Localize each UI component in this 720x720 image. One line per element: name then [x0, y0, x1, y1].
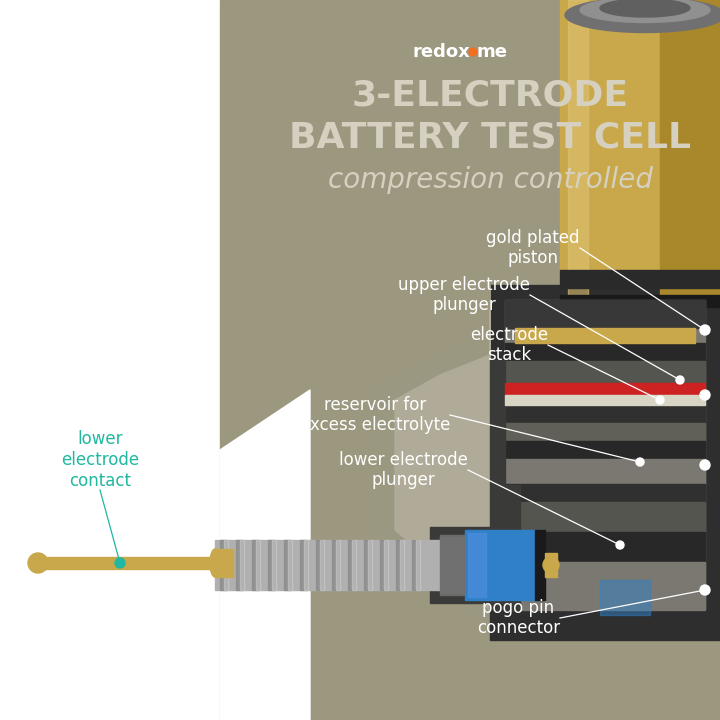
Circle shape — [636, 458, 644, 466]
Text: reservoir for
excess electrolyte: reservoir for excess electrolyte — [300, 395, 450, 434]
Circle shape — [700, 390, 710, 400]
Bar — [505, 423, 705, 441]
Bar — [220, 0, 720, 720]
Circle shape — [656, 396, 664, 404]
Text: electrode
stack: electrode stack — [470, 325, 548, 364]
Bar — [348, 540, 355, 590]
Circle shape — [616, 541, 624, 549]
Bar — [268, 540, 275, 590]
Ellipse shape — [600, 0, 690, 17]
Bar — [660, 0, 720, 300]
Bar — [490, 610, 720, 640]
Bar — [600, 580, 650, 615]
Circle shape — [115, 558, 125, 568]
Bar — [490, 360, 505, 610]
Bar — [300, 540, 307, 590]
Bar — [440, 535, 495, 595]
Bar — [515, 328, 695, 343]
Bar — [505, 532, 705, 562]
Bar — [505, 441, 705, 459]
Bar — [505, 343, 705, 361]
Bar — [505, 562, 705, 610]
Bar — [336, 540, 340, 590]
Bar — [505, 383, 705, 395]
Text: upper electrode
plunger: upper electrode plunger — [398, 276, 530, 315]
Bar — [505, 300, 705, 328]
Bar — [0, 0, 220, 720]
Bar — [416, 540, 420, 590]
Text: compression controlled: compression controlled — [328, 166, 652, 194]
Circle shape — [701, 586, 709, 594]
Circle shape — [28, 553, 48, 573]
Bar — [412, 540, 419, 590]
Circle shape — [700, 325, 710, 335]
Text: pogo pin
connector: pogo pin connector — [477, 598, 560, 637]
Bar — [256, 540, 260, 590]
Bar — [560, 0, 720, 300]
Bar — [240, 540, 244, 590]
Bar — [440, 537, 465, 593]
Text: me: me — [477, 43, 508, 61]
Circle shape — [469, 48, 477, 56]
Text: BATTERY TEST CELL: BATTERY TEST CELL — [289, 121, 691, 155]
Bar — [236, 540, 243, 590]
Circle shape — [701, 326, 709, 334]
Bar — [505, 485, 520, 610]
Polygon shape — [395, 310, 490, 610]
Bar — [430, 527, 500, 603]
Bar — [252, 540, 259, 590]
Bar — [568, 0, 588, 300]
Bar — [272, 540, 276, 590]
Bar — [505, 459, 705, 484]
Circle shape — [700, 585, 710, 595]
Bar — [505, 395, 705, 405]
Polygon shape — [220, 390, 310, 720]
Text: lower electrode
plunger: lower electrode plunger — [339, 451, 468, 490]
Text: lower
electrode
contact: lower electrode contact — [61, 431, 139, 490]
Bar — [545, 553, 557, 577]
Ellipse shape — [565, 0, 720, 32]
Bar — [352, 540, 356, 590]
Text: redox: redox — [413, 43, 470, 61]
Ellipse shape — [580, 0, 710, 22]
Bar — [320, 540, 324, 590]
Bar — [396, 540, 403, 590]
Bar — [215, 549, 233, 577]
Bar — [316, 540, 323, 590]
Bar — [560, 295, 720, 307]
Bar — [505, 361, 705, 383]
Circle shape — [700, 460, 710, 470]
Bar — [505, 484, 705, 502]
Bar — [505, 502, 705, 532]
Bar — [535, 530, 545, 600]
Bar — [368, 540, 372, 590]
Bar — [215, 540, 445, 590]
Bar — [505, 405, 705, 423]
Ellipse shape — [210, 549, 220, 577]
Bar — [560, 270, 720, 288]
Bar — [468, 533, 486, 597]
Bar — [304, 540, 308, 590]
Bar — [364, 540, 371, 590]
Text: gold plated
piston: gold plated piston — [487, 229, 580, 267]
Bar — [332, 540, 339, 590]
Bar — [465, 530, 540, 600]
Text: 3-ELECTRODE: 3-ELECTRODE — [351, 78, 629, 112]
Bar — [380, 540, 387, 590]
Circle shape — [543, 557, 559, 573]
Circle shape — [676, 376, 684, 384]
Polygon shape — [380, 285, 490, 625]
Bar — [400, 540, 404, 590]
Bar — [505, 300, 705, 610]
Bar — [490, 285, 720, 625]
Bar — [35, 557, 220, 569]
Bar — [384, 540, 388, 590]
Bar — [284, 540, 291, 590]
Bar — [288, 540, 292, 590]
Bar — [224, 540, 228, 590]
Bar — [220, 540, 227, 590]
